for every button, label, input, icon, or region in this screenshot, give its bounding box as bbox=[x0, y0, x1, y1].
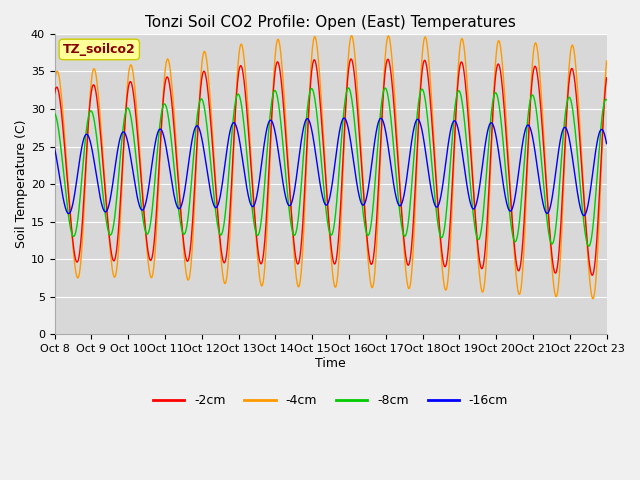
Y-axis label: Soil Temperature (C): Soil Temperature (C) bbox=[15, 120, 28, 248]
Legend: -2cm, -4cm, -8cm, -16cm: -2cm, -4cm, -8cm, -16cm bbox=[148, 389, 513, 412]
X-axis label: Time: Time bbox=[316, 357, 346, 370]
Text: TZ_soilco2: TZ_soilco2 bbox=[63, 43, 136, 56]
Title: Tonzi Soil CO2 Profile: Open (East) Temperatures: Tonzi Soil CO2 Profile: Open (East) Temp… bbox=[145, 15, 516, 30]
